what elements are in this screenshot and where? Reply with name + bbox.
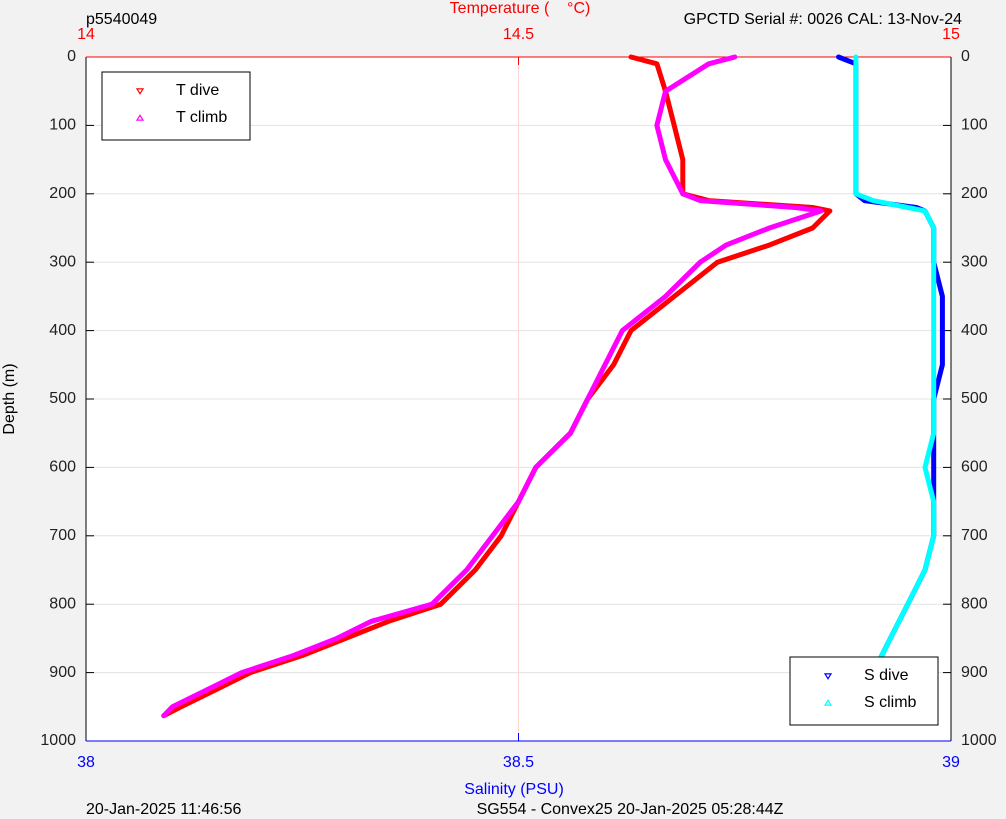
profile-line — [161, 54, 833, 719]
x2-tick-label: 14 — [77, 26, 95, 43]
y-tick-label: 700 — [49, 527, 76, 544]
y-tick-label: 300 — [49, 253, 76, 270]
serial-text: GPCTD Serial #: 0026 CAL: 13-Nov-24 — [684, 11, 962, 28]
y2-tick-label: 400 — [961, 322, 988, 339]
footer-mission: SG554 - Convex25 20-Jan-2025 05:28:44Z — [477, 801, 784, 818]
footer-date: 20-Jan-2025 11:46:56 — [86, 801, 241, 818]
x-tick-label: 38 — [77, 754, 95, 771]
legend-label: T climb — [176, 109, 227, 126]
legend-box — [789, 656, 939, 726]
y-tick-label: 400 — [49, 322, 76, 339]
legend: T dive T climb — [101, 71, 251, 141]
y-tick-label: 600 — [49, 459, 76, 476]
y-axis-label: Depth (m) — [1, 363, 18, 434]
chart-title: Temperature ( °C) — [450, 0, 591, 17]
y2-tick-label: 300 — [961, 253, 988, 270]
y2-tick-label: 0 — [961, 48, 970, 65]
legend-box — [101, 71, 251, 141]
x2-tick-label: 14.5 — [503, 26, 534, 43]
y2-tick-label: 800 — [961, 595, 988, 612]
y-tick-label: 100 — [49, 117, 76, 134]
y-tick-label: 900 — [49, 664, 76, 681]
y-tick-label: 1000 — [40, 732, 76, 749]
profile-line — [161, 54, 824, 719]
y2-tick-label: 500 — [961, 390, 988, 407]
y2-tick-label: 200 — [961, 185, 988, 202]
x-tick-label: 39 — [942, 754, 960, 771]
y2-tick-label: 1000 — [961, 732, 997, 749]
y2-tick-label: 900 — [961, 664, 988, 681]
x-tick-label: 38.5 — [503, 754, 534, 771]
legend-marker — [135, 88, 145, 95]
y-tick-label: 800 — [49, 595, 76, 612]
x2-tick-label: 15 — [942, 26, 960, 43]
y-tick-label: 200 — [49, 185, 76, 202]
glider-id: p5540049 — [86, 11, 157, 28]
profile-line — [853, 54, 937, 719]
legend-marker — [823, 673, 833, 680]
y-tick-label: 500 — [49, 390, 76, 407]
legend-marker — [135, 114, 145, 121]
legend-marker — [823, 699, 833, 706]
legend: S dive S climb — [789, 656, 939, 726]
legend-label: T dive — [176, 82, 219, 99]
y2-tick-label: 100 — [961, 117, 988, 134]
legend-label: S climb — [864, 694, 917, 711]
y2-tick-label: 700 — [961, 527, 988, 544]
y-tick-label: 0 — [67, 48, 76, 65]
y2-tick-label: 600 — [961, 459, 988, 476]
x-axis-label: Salinity (PSU) — [464, 781, 564, 798]
legend-label: S dive — [864, 667, 909, 684]
